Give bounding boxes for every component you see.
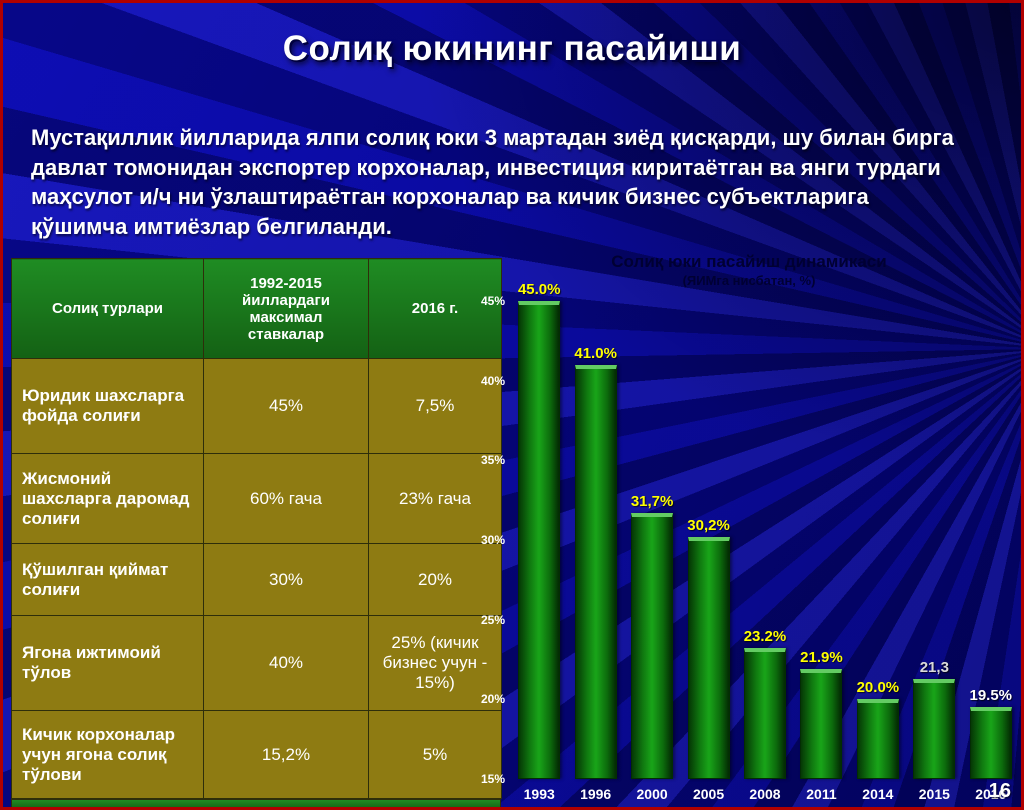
x-axis-label: 1996 bbox=[580, 786, 612, 802]
bar-1993 bbox=[518, 301, 561, 779]
table-header-row: Солиқ турлари 1992-2015 йиллардаги макси… bbox=[11, 258, 502, 359]
x-axis-label: 2011 bbox=[806, 786, 837, 802]
bar-value-label: 19.5% bbox=[969, 687, 1013, 705]
y-axis-tick: 40% bbox=[480, 373, 505, 388]
bar-2011 bbox=[800, 669, 843, 779]
bar-value-label: 20.0% bbox=[856, 679, 900, 697]
tax-value-cell: 7,5% bbox=[368, 358, 502, 454]
plot-area: 45.0% 1993 41.0% 1996 31,7% 2000 30,2% 2005 23.2… bbox=[481, 281, 1019, 802]
x-axis-label: 2015 bbox=[918, 786, 950, 802]
tax-type-cell: Қўшилган қиймат солиғи bbox=[11, 543, 204, 616]
x-axis-label: 2016 bbox=[975, 786, 1007, 802]
bar-value-label: 21.9% bbox=[800, 649, 843, 667]
bar-value-label: 30,2% bbox=[687, 516, 730, 534]
header-max-rates: 1992-2015 йиллардаги максимал ставкалар bbox=[203, 258, 369, 359]
x-axis-label: 2005 bbox=[692, 786, 725, 802]
y-axis-tick: 45% bbox=[480, 294, 505, 308]
table-next-row-strip bbox=[11, 799, 501, 807]
bar-value-label: 45.0% bbox=[517, 281, 561, 298]
tax-rates-table: Солиқ турлари 1992-2015 йиллардаги макси… bbox=[11, 258, 502, 799]
bar-value-label: 31,7% bbox=[630, 492, 674, 510]
tax-table-body: Юридик шахсларга фойда солиғи 45% 7,5% Жисм… bbox=[11, 358, 502, 799]
tax-value-cell: 45% bbox=[203, 358, 369, 454]
tax-value-cell: 60% гача bbox=[203, 453, 369, 544]
tax-type-cell: Кичик корхоналар учун ягона солиқ тўлови bbox=[11, 710, 204, 799]
slide-title: Солиқ юкининг пасайиши bbox=[282, 29, 742, 68]
page-number: 16 bbox=[988, 780, 1011, 802]
bar-2015 bbox=[913, 678, 956, 779]
tax-value-cell: 15,2% bbox=[203, 710, 369, 799]
bar-2008 bbox=[744, 648, 786, 779]
table-row: Жисмоний шахсларга даромад солиғи 60% гач… bbox=[11, 453, 502, 544]
tax-burden-chart: Солиқ юки пасайиш динамикаси (ЯИМга нисб… bbox=[471, 252, 1021, 807]
table-row: Кичик корхоналар учун ягона солиқ тўлови… bbox=[11, 710, 502, 799]
chart-subtitle: (ЯИМга нисбатан, %) bbox=[682, 273, 816, 288]
bar-value-label: 23.2% bbox=[743, 628, 787, 646]
tax-type-cell: Ягона ижтимоий тўлов bbox=[11, 615, 204, 711]
y-axis-tick: 15% bbox=[480, 772, 505, 786]
tax-value-cell: 5% bbox=[368, 710, 502, 799]
table-row: Ягона ижтимоий тўлов 40% 25% (кичик бизнес… bbox=[11, 615, 502, 711]
bar-2005 bbox=[687, 536, 730, 779]
y-axis-tick: 20% bbox=[480, 692, 505, 707]
header-tax-types: Солиқ турлари bbox=[11, 258, 204, 359]
tax-type-cell: Жисмоний шахсларга даромад солиғи bbox=[11, 453, 204, 544]
table-row: Юридик шахсларга фойда солиғи 45% 7,5% bbox=[11, 358, 502, 454]
x-axis-label: 1993 bbox=[523, 786, 555, 802]
bar-1996 bbox=[574, 364, 617, 779]
tax-rates-table-wrap: Солиқ турлари 1992-2015 йиллардаги макси… bbox=[11, 258, 502, 799]
bar-value-label: 21,3 bbox=[919, 658, 949, 676]
bar-2000 bbox=[631, 512, 674, 779]
y-axis-tick: 30% bbox=[480, 533, 505, 547]
x-axis-label: 2014 bbox=[862, 786, 894, 802]
lead-paragraph: Мустақиллик йилларида ялпи солиқ юки 3 м… bbox=[31, 125, 954, 240]
bar-2016 bbox=[969, 707, 1012, 779]
x-axis-label: 2008 bbox=[749, 786, 781, 802]
tax-value-cell: 20% bbox=[368, 543, 502, 616]
header-2016: 2016 г. bbox=[368, 258, 502, 359]
tax-value-cell: 25% (кичик бизнес учун - 15%) bbox=[368, 615, 502, 711]
tax-value-cell: 40% bbox=[203, 615, 369, 711]
x-axis-label: 2000 bbox=[636, 786, 668, 802]
bar-2014 bbox=[856, 699, 899, 779]
table-row: Қўшилган қиймат солиғи 30% 20% bbox=[11, 543, 502, 616]
chart-title: Солиқ юки пасайиш динамикаси bbox=[611, 252, 887, 271]
tax-type-cell: Юридик шахсларга фойда солиғи bbox=[11, 358, 204, 454]
tax-value-cell: 30% bbox=[203, 543, 369, 616]
y-axis-tick: 25% bbox=[480, 612, 505, 627]
bar-value-label: 41.0% bbox=[574, 344, 617, 362]
y-axis-tick: 35% bbox=[480, 453, 505, 468]
